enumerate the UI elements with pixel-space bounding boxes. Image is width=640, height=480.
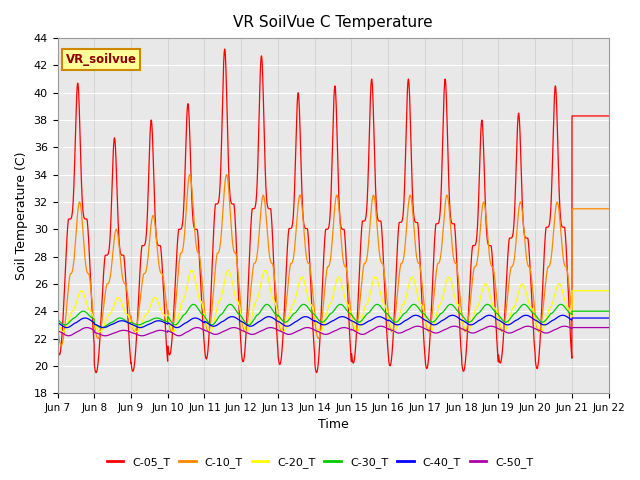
C-20_T xyxy=(457,310,465,315)
C-30_T xyxy=(313,314,321,320)
C-40_T xyxy=(559,312,566,318)
C-40_T xyxy=(426,321,434,326)
C-50_T xyxy=(54,328,61,334)
C-40_T xyxy=(457,317,465,323)
C-50_T xyxy=(313,328,321,334)
C-10_T xyxy=(457,301,465,307)
C-05_T xyxy=(313,370,321,375)
C-05_T xyxy=(221,46,228,52)
C-20_T xyxy=(54,318,61,324)
C-05_T xyxy=(54,342,61,348)
C-30_T xyxy=(373,301,381,307)
C-30_T xyxy=(98,324,106,330)
C-10_T xyxy=(153,240,161,245)
C-10_T xyxy=(186,172,194,178)
C-50_T xyxy=(175,333,182,339)
C-30_T xyxy=(426,318,434,324)
C-40_T xyxy=(605,315,612,321)
Line: C-20_T: C-20_T xyxy=(58,270,609,332)
C-30_T xyxy=(153,315,161,321)
C-30_T xyxy=(604,308,612,314)
C-50_T xyxy=(426,328,434,334)
C-30_T xyxy=(457,311,465,317)
C-30_T xyxy=(605,308,612,314)
X-axis label: Time: Time xyxy=(317,419,348,432)
C-50_T xyxy=(488,324,496,329)
Title: VR SoilVue C Temperature: VR SoilVue C Temperature xyxy=(233,15,433,30)
C-20_T xyxy=(188,267,195,273)
C-05_T xyxy=(426,330,434,336)
C-20_T xyxy=(488,300,496,306)
C-10_T xyxy=(604,206,612,212)
C-20_T xyxy=(605,288,612,294)
C-40_T xyxy=(488,313,496,319)
Line: C-10_T: C-10_T xyxy=(58,175,609,345)
C-10_T xyxy=(488,264,496,269)
C-10_T xyxy=(605,206,612,212)
C-20_T xyxy=(313,322,321,328)
C-50_T xyxy=(153,328,161,334)
C-50_T xyxy=(457,325,465,331)
C-20_T xyxy=(153,296,161,302)
Line: C-50_T: C-50_T xyxy=(58,326,609,336)
C-20_T xyxy=(170,329,177,335)
C-20_T xyxy=(426,329,434,335)
C-40_T xyxy=(153,318,161,324)
Text: VR_soilvue: VR_soilvue xyxy=(66,53,137,66)
Y-axis label: Soil Temperature (C): Soil Temperature (C) xyxy=(15,151,28,280)
C-50_T xyxy=(605,324,612,330)
C-10_T xyxy=(426,325,434,331)
C-05_T xyxy=(313,370,321,375)
Line: C-40_T: C-40_T xyxy=(58,315,609,327)
C-05_T xyxy=(457,343,465,348)
C-10_T xyxy=(58,342,65,348)
C-50_T xyxy=(377,324,385,329)
C-05_T xyxy=(153,236,161,242)
C-05_T xyxy=(604,113,612,119)
Legend: C-05_T, C-10_T, C-20_T, C-30_T, C-40_T, C-50_T: C-05_T, C-10_T, C-20_T, C-30_T, C-40_T, … xyxy=(102,452,538,472)
C-10_T xyxy=(54,323,61,329)
C-30_T xyxy=(54,316,61,322)
C-40_T xyxy=(604,315,612,321)
C-40_T xyxy=(313,319,321,324)
Line: C-05_T: C-05_T xyxy=(58,49,609,372)
C-20_T xyxy=(604,288,612,294)
Line: C-30_T: C-30_T xyxy=(58,304,609,327)
C-05_T xyxy=(605,113,612,119)
C-40_T xyxy=(54,320,61,326)
C-10_T xyxy=(313,331,321,337)
C-40_T xyxy=(63,324,70,330)
C-05_T xyxy=(488,251,496,257)
C-30_T xyxy=(488,305,496,311)
C-50_T xyxy=(604,324,612,330)
